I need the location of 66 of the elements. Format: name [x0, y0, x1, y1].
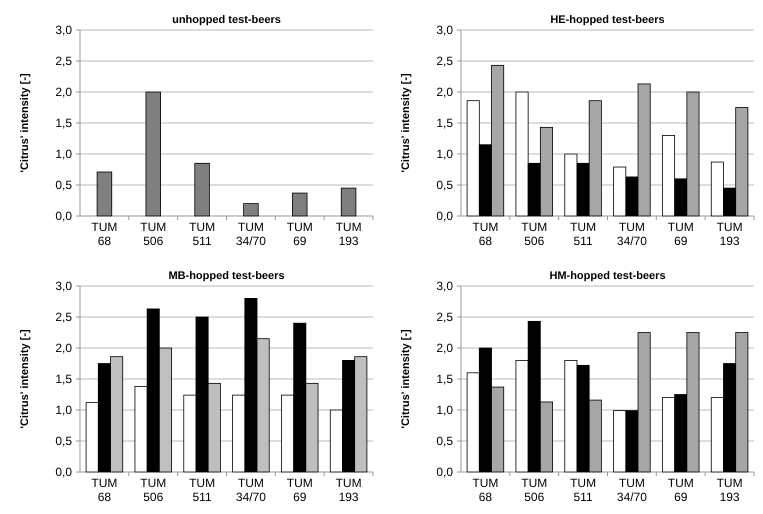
x-tick-label: TUM 511 — [189, 476, 216, 504]
y-tick-label: 0,0 — [436, 465, 454, 480]
y-tick-label: 1,0 — [55, 147, 72, 162]
chart-title: HE-hopped test-beers — [550, 14, 665, 26]
bar — [96, 172, 112, 216]
y-tick-label: 0,0 — [55, 465, 72, 480]
x-tick-label: TUM 68 — [91, 220, 118, 248]
y-tick-label: 3,0 — [436, 23, 454, 38]
y-tick-label: 1,5 — [55, 372, 72, 386]
x-tick-label: TUM 69 — [286, 220, 313, 248]
x-tick-label: TUM 34/70 — [616, 220, 648, 248]
x-tick-label: TUM 68 — [472, 476, 498, 504]
y-tick-label: 2,0 — [55, 341, 72, 356]
x-tick-label: TUM 34/70 — [236, 220, 266, 248]
y-tick-label: 2,0 — [436, 341, 454, 356]
y-tick-label: 3,0 — [436, 279, 454, 294]
x-tick-label: TUM 193 — [336, 476, 362, 504]
chart-title: unhopped test-beers — [172, 14, 281, 26]
y-tick-label: 1,0 — [436, 147, 454, 162]
bar — [340, 188, 356, 216]
y-tick-label: 1,5 — [55, 116, 72, 130]
x-tick-label: TUM 68 — [91, 476, 118, 504]
y-tick-label: 0,5 — [55, 434, 72, 448]
y-tick-label: 1,5 — [436, 116, 454, 130]
x-tick-label: TUM 68 — [472, 220, 498, 248]
bar — [194, 162, 210, 216]
x-tick-label: TUM 506 — [521, 476, 548, 504]
y-tick-label: 1,0 — [55, 403, 72, 418]
y-tick-label: 3,0 — [55, 279, 72, 294]
bar — [292, 192, 308, 216]
y-tick-label: 0,0 — [436, 209, 454, 224]
y-tick-label: 0,5 — [55, 178, 72, 192]
y-tick-label: 2,5 — [55, 310, 72, 324]
y-tick-label: 2,0 — [55, 85, 72, 100]
y-tick-label: 0,5 — [436, 178, 454, 192]
y-tick-label: 2,0 — [436, 85, 454, 100]
x-tick-label: TUM 511 — [570, 220, 596, 248]
x-tick-label: TUM 34/70 — [236, 476, 266, 504]
y-axis-title: 'Citrus' intensity [-] — [400, 72, 412, 173]
y-tick-label: 3,0 — [55, 23, 72, 38]
y-tick-label: 0,5 — [436, 434, 454, 448]
x-tick-label: TUM 193 — [716, 476, 743, 504]
x-tick-label: TUM 69 — [286, 476, 313, 504]
chart-title: MB-hopped test-beers — [168, 270, 285, 282]
y-tick-label: 2,5 — [436, 310, 454, 324]
y-axis-title: 'Citrus' intensity [-] — [19, 328, 31, 429]
x-tick-label: TUM 506 — [521, 220, 548, 248]
x-tick-label: TUM 34/70 — [616, 476, 648, 504]
y-tick-label: 1,5 — [436, 372, 454, 386]
bar — [243, 203, 259, 216]
x-tick-label: TUM 506 — [140, 476, 166, 504]
y-axis-title: 'Citrus' intensity [-] — [19, 72, 31, 173]
x-tick-label: TUM 69 — [668, 220, 694, 248]
bar — [146, 92, 161, 216]
y-tick-label: 2,5 — [436, 54, 454, 68]
x-tick-label: TUM 69 — [668, 476, 694, 504]
y-tick-label: 1,0 — [436, 403, 454, 418]
y-axis-title: 'Citrus' intensity [-] — [400, 328, 412, 429]
x-tick-label: TUM 511 — [189, 220, 216, 248]
chart-title: HM-hopped test-beers — [549, 270, 666, 282]
x-tick-label: TUM 511 — [570, 476, 596, 504]
y-tick-label: 0,0 — [55, 209, 72, 224]
x-tick-label: TUM 193 — [716, 220, 743, 248]
x-tick-label: TUM 193 — [336, 220, 362, 248]
y-tick-label: 2,5 — [55, 54, 72, 68]
x-tick-label: TUM 506 — [140, 220, 166, 248]
